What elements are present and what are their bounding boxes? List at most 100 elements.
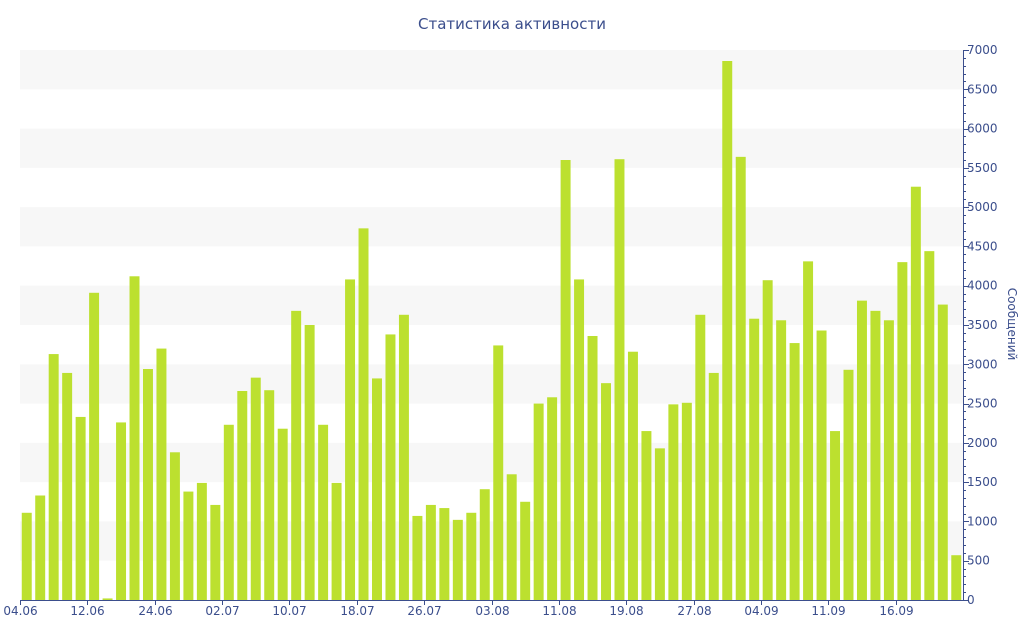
y-tick-label: 1000 [967,514,998,528]
y-tick-label: 4000 [967,279,998,293]
grid-band [20,207,963,247]
bar [264,390,275,600]
grid-band [20,50,963,90]
bar [547,397,558,600]
bar [897,262,908,600]
y-tick-label: 3500 [967,318,998,332]
bar [210,504,221,600]
bar [277,428,288,600]
bar [372,378,382,600]
bar [318,424,329,600]
bar [156,348,167,600]
bar [520,501,531,600]
y-tick-label: 4500 [967,239,998,253]
bar [479,489,490,600]
bar [412,515,423,600]
bar [142,369,153,600]
bar [601,383,611,600]
bar [681,402,692,600]
bar [910,186,921,600]
bar [560,160,571,600]
y-tick-label: 6500 [967,82,998,96]
x-ticks: 04.06 12.06 24.06 02.07 10.07 18.07 26.07 03.08… [3,600,914,618]
bar [803,261,814,600]
bar [385,334,396,600]
bar [951,555,962,600]
bar [614,159,625,600]
y-tick-label: 0 [967,593,975,607]
bar [937,304,948,600]
bar [762,280,773,600]
x-tick-label: 19.08 [609,604,643,618]
bar [789,343,800,600]
x-tick-label: 27.08 [677,604,711,618]
y-tick-label: 3000 [967,357,998,371]
bar [345,279,356,600]
x-tick-label: 24.06 [138,604,172,618]
bar [439,508,450,600]
y-ticks: 0 500 1000 1500 2000 2500 3000 3500 4000 4500 5000… [963,43,998,607]
bar [183,491,194,600]
x-tick-label: 16.09 [879,604,913,618]
bar [668,404,679,600]
y-tick-label: 5000 [967,200,998,214]
bar [129,276,140,600]
bar [493,345,504,600]
bar [75,416,86,600]
bar [35,495,46,600]
bar [21,512,32,600]
bar [722,61,733,600]
x-tick-label: 04.09 [744,604,778,618]
x-tick-label: 12.06 [70,604,104,618]
bar [466,512,477,600]
bar [870,310,881,600]
x-tick-label: 11.09 [811,604,845,618]
bar [169,452,180,600]
grid-band [20,128,963,168]
bar [196,482,207,600]
bar [735,156,746,600]
bar [304,325,315,600]
bar [237,391,248,600]
bar [102,598,113,600]
bar [250,377,261,600]
y-tick-label: 2000 [967,436,998,450]
bar [654,448,665,600]
bar [425,504,436,600]
bar [843,369,854,600]
bar [223,424,234,600]
bar [398,314,409,600]
bar [695,314,706,600]
bar [116,422,127,600]
bar [627,351,638,600]
x-tick-label: 02.07 [205,604,239,618]
x-tick-label: 18.07 [340,604,374,618]
y-tick-label: 2500 [967,397,998,411]
x-tick-label: 11.08 [542,604,576,618]
bar [291,310,302,600]
y-tick-label: 5500 [967,161,998,175]
bar [452,519,463,600]
bar [641,431,652,600]
x-tick-label: 10.07 [272,604,306,618]
bar [533,403,544,600]
bar [48,354,59,600]
bar [924,251,935,600]
y-tick-label: 500 [967,554,990,568]
bars [21,61,962,600]
y-tick-label: 7000 [967,43,998,57]
x-tick-label: 03.08 [475,604,509,618]
bar [856,300,867,600]
x-tick-label: 26.07 [407,604,441,618]
bar [830,431,841,600]
x-tick-label: 04.06 [3,604,37,618]
bar [883,320,894,600]
grid-band [20,285,963,325]
y-tick-label: 6000 [967,122,998,136]
bar [749,318,760,600]
bar [587,336,598,600]
bar [574,279,585,600]
bar [506,474,517,600]
bar [358,228,369,600]
